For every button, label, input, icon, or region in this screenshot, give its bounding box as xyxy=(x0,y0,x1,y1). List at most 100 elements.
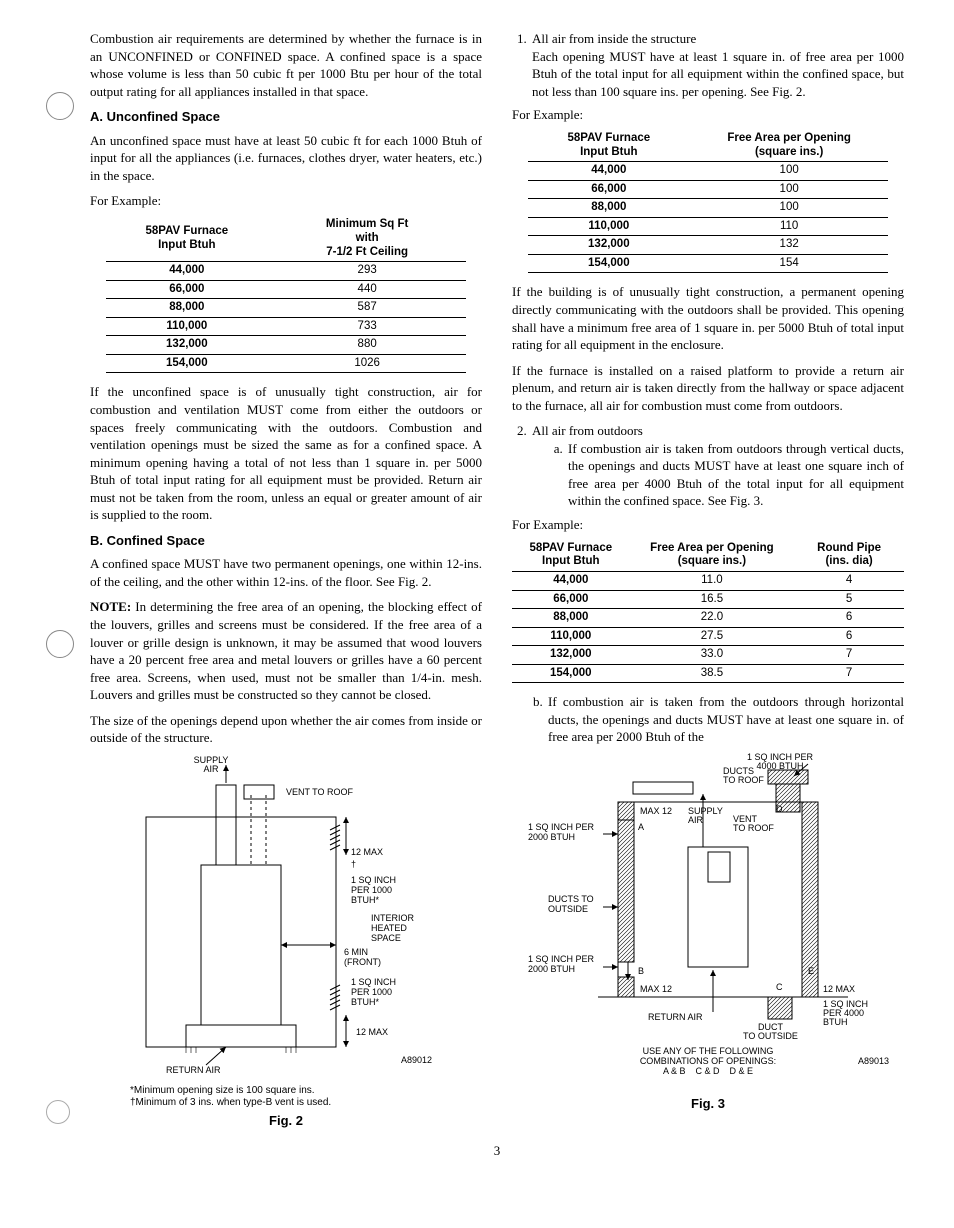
svg-text:A89013: A89013 xyxy=(858,1056,889,1066)
svg-text:A: A xyxy=(638,822,644,832)
page-number: 3 xyxy=(90,1142,904,1160)
item-1-lead: All air from inside the structure xyxy=(532,31,696,46)
table-cell: 132,000 xyxy=(512,646,630,665)
item-2: All air from outdoors If combustion air … xyxy=(530,422,904,510)
svg-text:BTUH: BTUH xyxy=(823,1017,848,1027)
svg-text:A & B C & D D & E: A & B C & D D & E xyxy=(663,1066,753,1076)
table-cell: 293 xyxy=(268,262,466,281)
table-cell: 587 xyxy=(268,299,466,318)
table-cell: 132,000 xyxy=(528,236,690,255)
table-cell: 44,000 xyxy=(106,262,268,281)
svg-text:C: C xyxy=(776,982,783,992)
svg-text:AIR: AIR xyxy=(688,815,704,825)
table-cell: 733 xyxy=(268,317,466,336)
svg-text:TO ROOF: TO ROOF xyxy=(733,823,774,833)
table-cell: 7 xyxy=(794,646,904,665)
table-cell: 7 xyxy=(794,664,904,683)
table-cell: 66,000 xyxy=(106,280,268,299)
table-inside-air: 58PAV Furnace Input Btuh Free Area per O… xyxy=(528,130,889,274)
svg-text:PER 1000: PER 1000 xyxy=(351,987,392,997)
svg-text:RETURN AIR: RETURN AIR xyxy=(166,1065,221,1075)
table-cell: 100 xyxy=(690,199,888,218)
svg-text:D: D xyxy=(776,804,783,814)
t3-h2: Free Area per Opening (square ins.) xyxy=(650,542,774,568)
table-cell: 11.0 xyxy=(630,572,795,591)
table-cell: 88,000 xyxy=(528,199,690,218)
table-cell: 6 xyxy=(794,627,904,646)
platform-p: If the furnace is installed on a raised … xyxy=(512,362,904,415)
table-cell: 33.0 xyxy=(630,646,795,665)
for-example-3: For Example: xyxy=(512,516,904,534)
section-b-p2: NOTE: In determining the free area of an… xyxy=(90,598,482,703)
svg-text:4000 BTUH: 4000 BTUH xyxy=(756,761,803,771)
fig2-caption: Fig. 2 xyxy=(90,1113,482,1129)
table-cell: 27.5 xyxy=(630,627,795,646)
table-cell: 22.0 xyxy=(630,609,795,628)
table-cell: 88,000 xyxy=(512,609,630,628)
for-example-1: For Example: xyxy=(90,192,482,210)
svg-text:(FRONT): (FRONT) xyxy=(344,957,381,967)
svg-text:INTERIOR: INTERIOR xyxy=(371,913,415,923)
table-cell: 38.5 xyxy=(630,664,795,683)
for-example-2: For Example: xyxy=(512,106,904,124)
t1-body: 44,00029366,00044088,000587110,000733132… xyxy=(106,262,467,373)
table-cell: 100 xyxy=(690,180,888,199)
note-label: NOTE: xyxy=(90,599,131,614)
fig2-footnote1: *Minimum opening size is 100 square ins. xyxy=(130,1085,482,1097)
table-cell: 44,000 xyxy=(528,162,690,181)
svg-text:TO ROOF: TO ROOF xyxy=(723,775,764,785)
svg-text:VENT TO ROOF: VENT TO ROOF xyxy=(286,787,354,797)
svg-text:12 MAX: 12 MAX xyxy=(356,1027,388,1037)
svg-text:MAX 12: MAX 12 xyxy=(640,806,672,816)
svg-text:MAX 12: MAX 12 xyxy=(640,984,672,994)
table-cell: 4 xyxy=(794,572,904,591)
section-a-p2: If the unconfined space is of unusually … xyxy=(90,383,482,523)
figure-2: SUPPLY AIR VENT TO ROOF 12 MAX † 1 SQ IN… xyxy=(90,755,482,1129)
table-cell: 154,000 xyxy=(106,354,268,373)
table-cell: 440 xyxy=(268,280,466,299)
table-cell: 110,000 xyxy=(512,627,630,646)
svg-text:1 SQ INCH PER: 1 SQ INCH PER xyxy=(528,822,595,832)
svg-text:B: B xyxy=(638,966,644,976)
tight-construction-p: If the building is of unusually tight co… xyxy=(512,283,904,353)
figure-3: 1 SQ INCH PER 4000 BTUH DUCTS TO ROOF MA… xyxy=(512,752,904,1112)
table-cell: 110,000 xyxy=(106,317,268,336)
table-cell: 44,000 xyxy=(512,572,630,591)
table-cell: 110 xyxy=(690,217,888,236)
item-1: All air from inside the structure Each o… xyxy=(530,30,904,100)
svg-text:A89012: A89012 xyxy=(401,1055,432,1065)
fig2-footnote2: †Minimum of 3 ins. when type-B vent is u… xyxy=(130,1097,482,1109)
t3-h3: Round Pipe (ins. dia) xyxy=(817,542,881,568)
svg-text:RETURN AIR: RETURN AIR xyxy=(648,1012,703,1022)
table-cell: 110,000 xyxy=(528,217,690,236)
svg-text:†: † xyxy=(351,859,356,869)
item-2b: If combustion air is taken from the outd… xyxy=(546,693,904,746)
table-cell: 5 xyxy=(794,590,904,609)
table-cell: 132,000 xyxy=(106,336,268,355)
section-a-heading: A. Unconfined Space xyxy=(90,108,482,126)
table-cell: 16.5 xyxy=(630,590,795,609)
t2-h1: 58PAV Furnace Input Btuh xyxy=(567,132,650,158)
svg-text:12 MAX: 12 MAX xyxy=(351,847,383,857)
svg-text:1 SQ INCH: 1 SQ INCH xyxy=(351,977,396,987)
table-cell: 154,000 xyxy=(512,664,630,683)
svg-text:2000 BTUH: 2000 BTUH xyxy=(528,832,575,842)
t2-body: 44,00010066,00010088,000100110,000110132… xyxy=(528,162,889,273)
svg-text:OUTSIDE: OUTSIDE xyxy=(548,904,588,914)
intro-paragraph: Combustion air requirements are determin… xyxy=(90,30,482,100)
svg-text:AIR: AIR xyxy=(203,764,219,774)
table-cell: 88,000 xyxy=(106,299,268,318)
item-2-lead: All air from outdoors xyxy=(532,423,643,438)
table-cell: 6 xyxy=(794,609,904,628)
note-body: In determining the free area of an openi… xyxy=(90,599,482,702)
t1-h1: 58PAV Furnace Input Btuh xyxy=(145,225,228,251)
svg-text:6 MIN: 6 MIN xyxy=(344,947,368,957)
svg-text:E: E xyxy=(808,966,814,976)
t3-body: 44,00011.04 66,00016.55 88,00022.06 110,000… xyxy=(512,572,904,683)
section-a-p1: An unconfined space must have at least 5… xyxy=(90,132,482,185)
table-unconfined: 58PAV Furnace Input Btuh Minimum Sq Ft w… xyxy=(106,216,467,373)
t3-h1: 58PAV Furnace Input Btuh xyxy=(529,542,612,568)
table-cell: 66,000 xyxy=(512,590,630,609)
svg-text:COMBINATIONS OF OPENINGS:: COMBINATIONS OF OPENINGS: xyxy=(640,1056,776,1066)
svg-text:1 SQ INCH PER: 1 SQ INCH PER xyxy=(528,954,595,964)
